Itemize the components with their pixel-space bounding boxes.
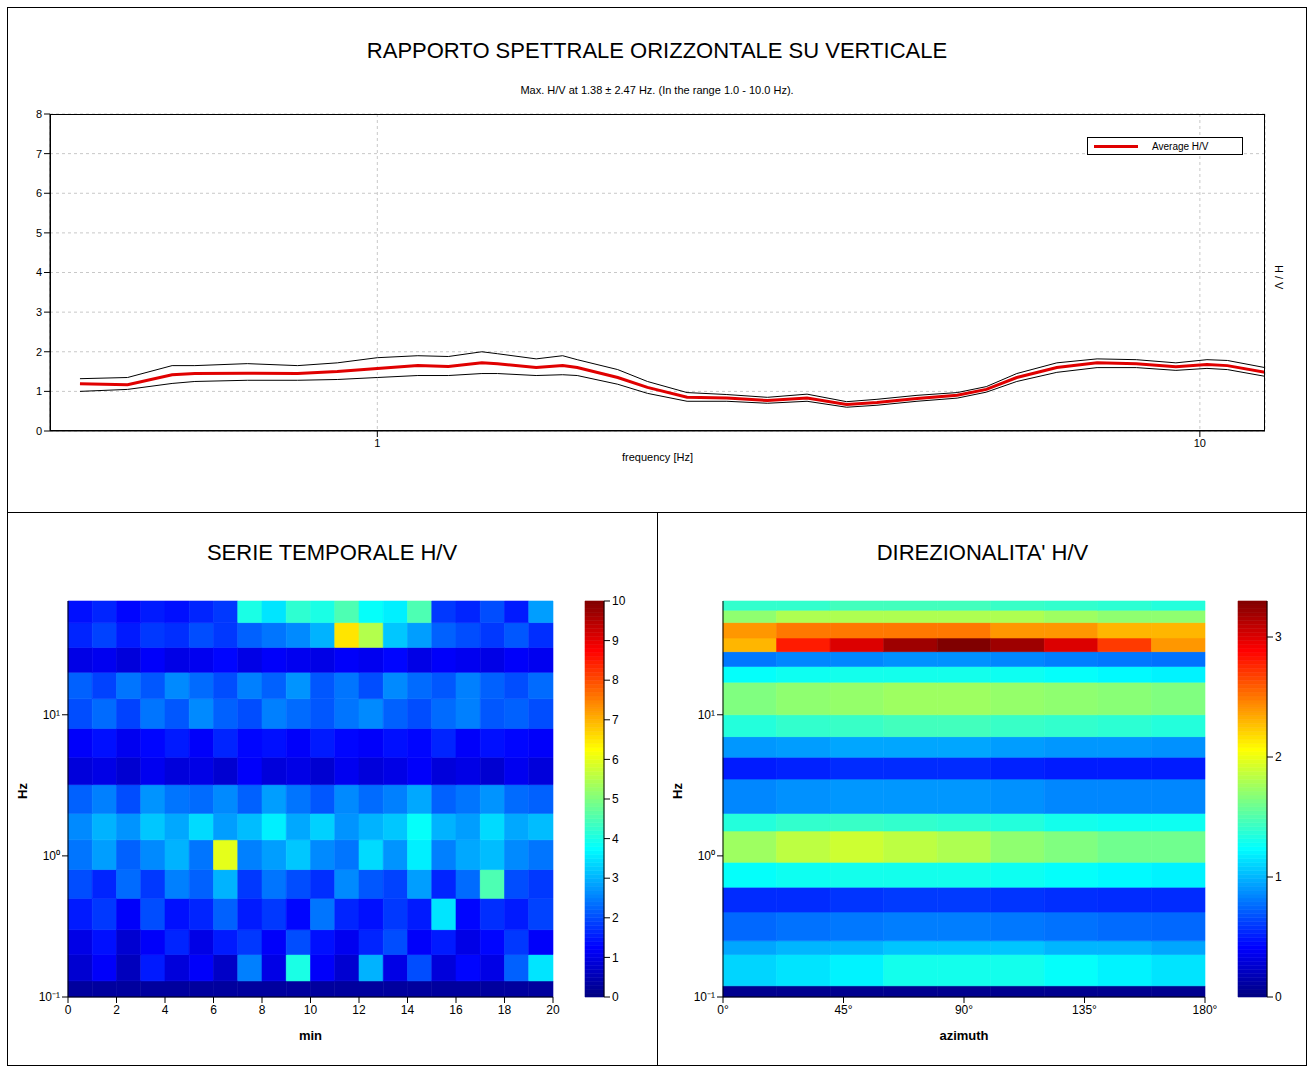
svg-text:1: 1 bbox=[36, 385, 42, 397]
svg-text:min: min bbox=[299, 1028, 322, 1043]
svg-text:6: 6 bbox=[210, 1003, 217, 1017]
svg-text:5: 5 bbox=[612, 792, 619, 806]
svg-text:Hz: Hz bbox=[15, 783, 30, 799]
svg-text:2: 2 bbox=[612, 911, 619, 925]
svg-text:7: 7 bbox=[612, 713, 619, 727]
svg-text:10: 10 bbox=[612, 594, 626, 608]
html-text:Average H/V: Average H/V bbox=[1152, 140, 1209, 152]
svg-text:10⁻¹: 10⁻¹ bbox=[39, 990, 60, 1004]
svg-text:2: 2 bbox=[1275, 750, 1282, 764]
svg-text:0°: 0° bbox=[717, 1003, 729, 1017]
svg-text:45°: 45° bbox=[834, 1003, 852, 1017]
svg-text:3: 3 bbox=[612, 871, 619, 885]
svg-text:8: 8 bbox=[36, 108, 42, 120]
svg-text:10⁻¹: 10⁻¹ bbox=[694, 990, 715, 1004]
svg-text:0: 0 bbox=[65, 1003, 72, 1017]
html-text:DIREZIONALITA' H/V: DIREZIONALITA' H/V bbox=[876, 540, 1089, 565]
svg-text:4: 4 bbox=[36, 266, 42, 278]
svg-text:16: 16 bbox=[449, 1003, 463, 1017]
svg-text:9: 9 bbox=[612, 634, 619, 648]
svg-text:5: 5 bbox=[36, 227, 42, 239]
html-text:RAPPORTO SPETTRALE ORIZZONTALE: RAPPORTO SPETTRALE ORIZZONTALE SU VERTIC… bbox=[366, 38, 948, 63]
svg-text:0: 0 bbox=[36, 425, 42, 437]
svg-text:1: 1 bbox=[1275, 870, 1282, 884]
svg-text:1: 1 bbox=[612, 951, 619, 965]
svg-text:0: 0 bbox=[1275, 990, 1282, 1004]
svg-text:7: 7 bbox=[36, 148, 42, 160]
html-text:Max. H/V at 1.38 ± 2.47 Hz. (I: Max. H/V at 1.38 ± 2.47 Hz. (In the rang… bbox=[520, 84, 794, 96]
svg-text:4: 4 bbox=[612, 832, 619, 846]
svg-text:10⁰: 10⁰ bbox=[43, 849, 60, 863]
svg-text:90°: 90° bbox=[955, 1003, 973, 1017]
svg-text:3: 3 bbox=[1275, 630, 1282, 644]
svg-text:6: 6 bbox=[36, 187, 42, 199]
svg-text:135°: 135° bbox=[1072, 1003, 1097, 1017]
svg-text:10⁰: 10⁰ bbox=[698, 849, 715, 863]
svg-text:6: 6 bbox=[612, 753, 619, 767]
svg-text:10: 10 bbox=[304, 1003, 318, 1017]
svg-text:8: 8 bbox=[612, 673, 619, 687]
svg-text:20: 20 bbox=[546, 1003, 560, 1017]
svg-text:0: 0 bbox=[612, 990, 619, 1004]
svg-text:3: 3 bbox=[36, 306, 42, 318]
html-text:H / V: H / V bbox=[1273, 264, 1285, 289]
svg-text:10¹: 10¹ bbox=[698, 708, 715, 722]
svg-text:2: 2 bbox=[113, 1003, 120, 1017]
svg-text:2: 2 bbox=[36, 346, 42, 358]
svg-text:azimuth: azimuth bbox=[939, 1028, 988, 1043]
svg-text:1: 1 bbox=[374, 437, 380, 449]
svg-text:18: 18 bbox=[498, 1003, 512, 1017]
svg-text:frequency [Hz]: frequency [Hz] bbox=[622, 451, 693, 463]
svg-text:14: 14 bbox=[401, 1003, 415, 1017]
svg-text:10¹: 10¹ bbox=[43, 708, 60, 722]
html-text:SERIE TEMPORALE H/V: SERIE TEMPORALE H/V bbox=[206, 540, 458, 565]
svg-text:12: 12 bbox=[352, 1003, 366, 1017]
svg-text:180°: 180° bbox=[1193, 1003, 1218, 1017]
svg-text:8: 8 bbox=[259, 1003, 266, 1017]
svg-text:4: 4 bbox=[162, 1003, 169, 1017]
svg-text:Hz: Hz bbox=[670, 783, 685, 799]
svg-text:10: 10 bbox=[1194, 437, 1206, 449]
